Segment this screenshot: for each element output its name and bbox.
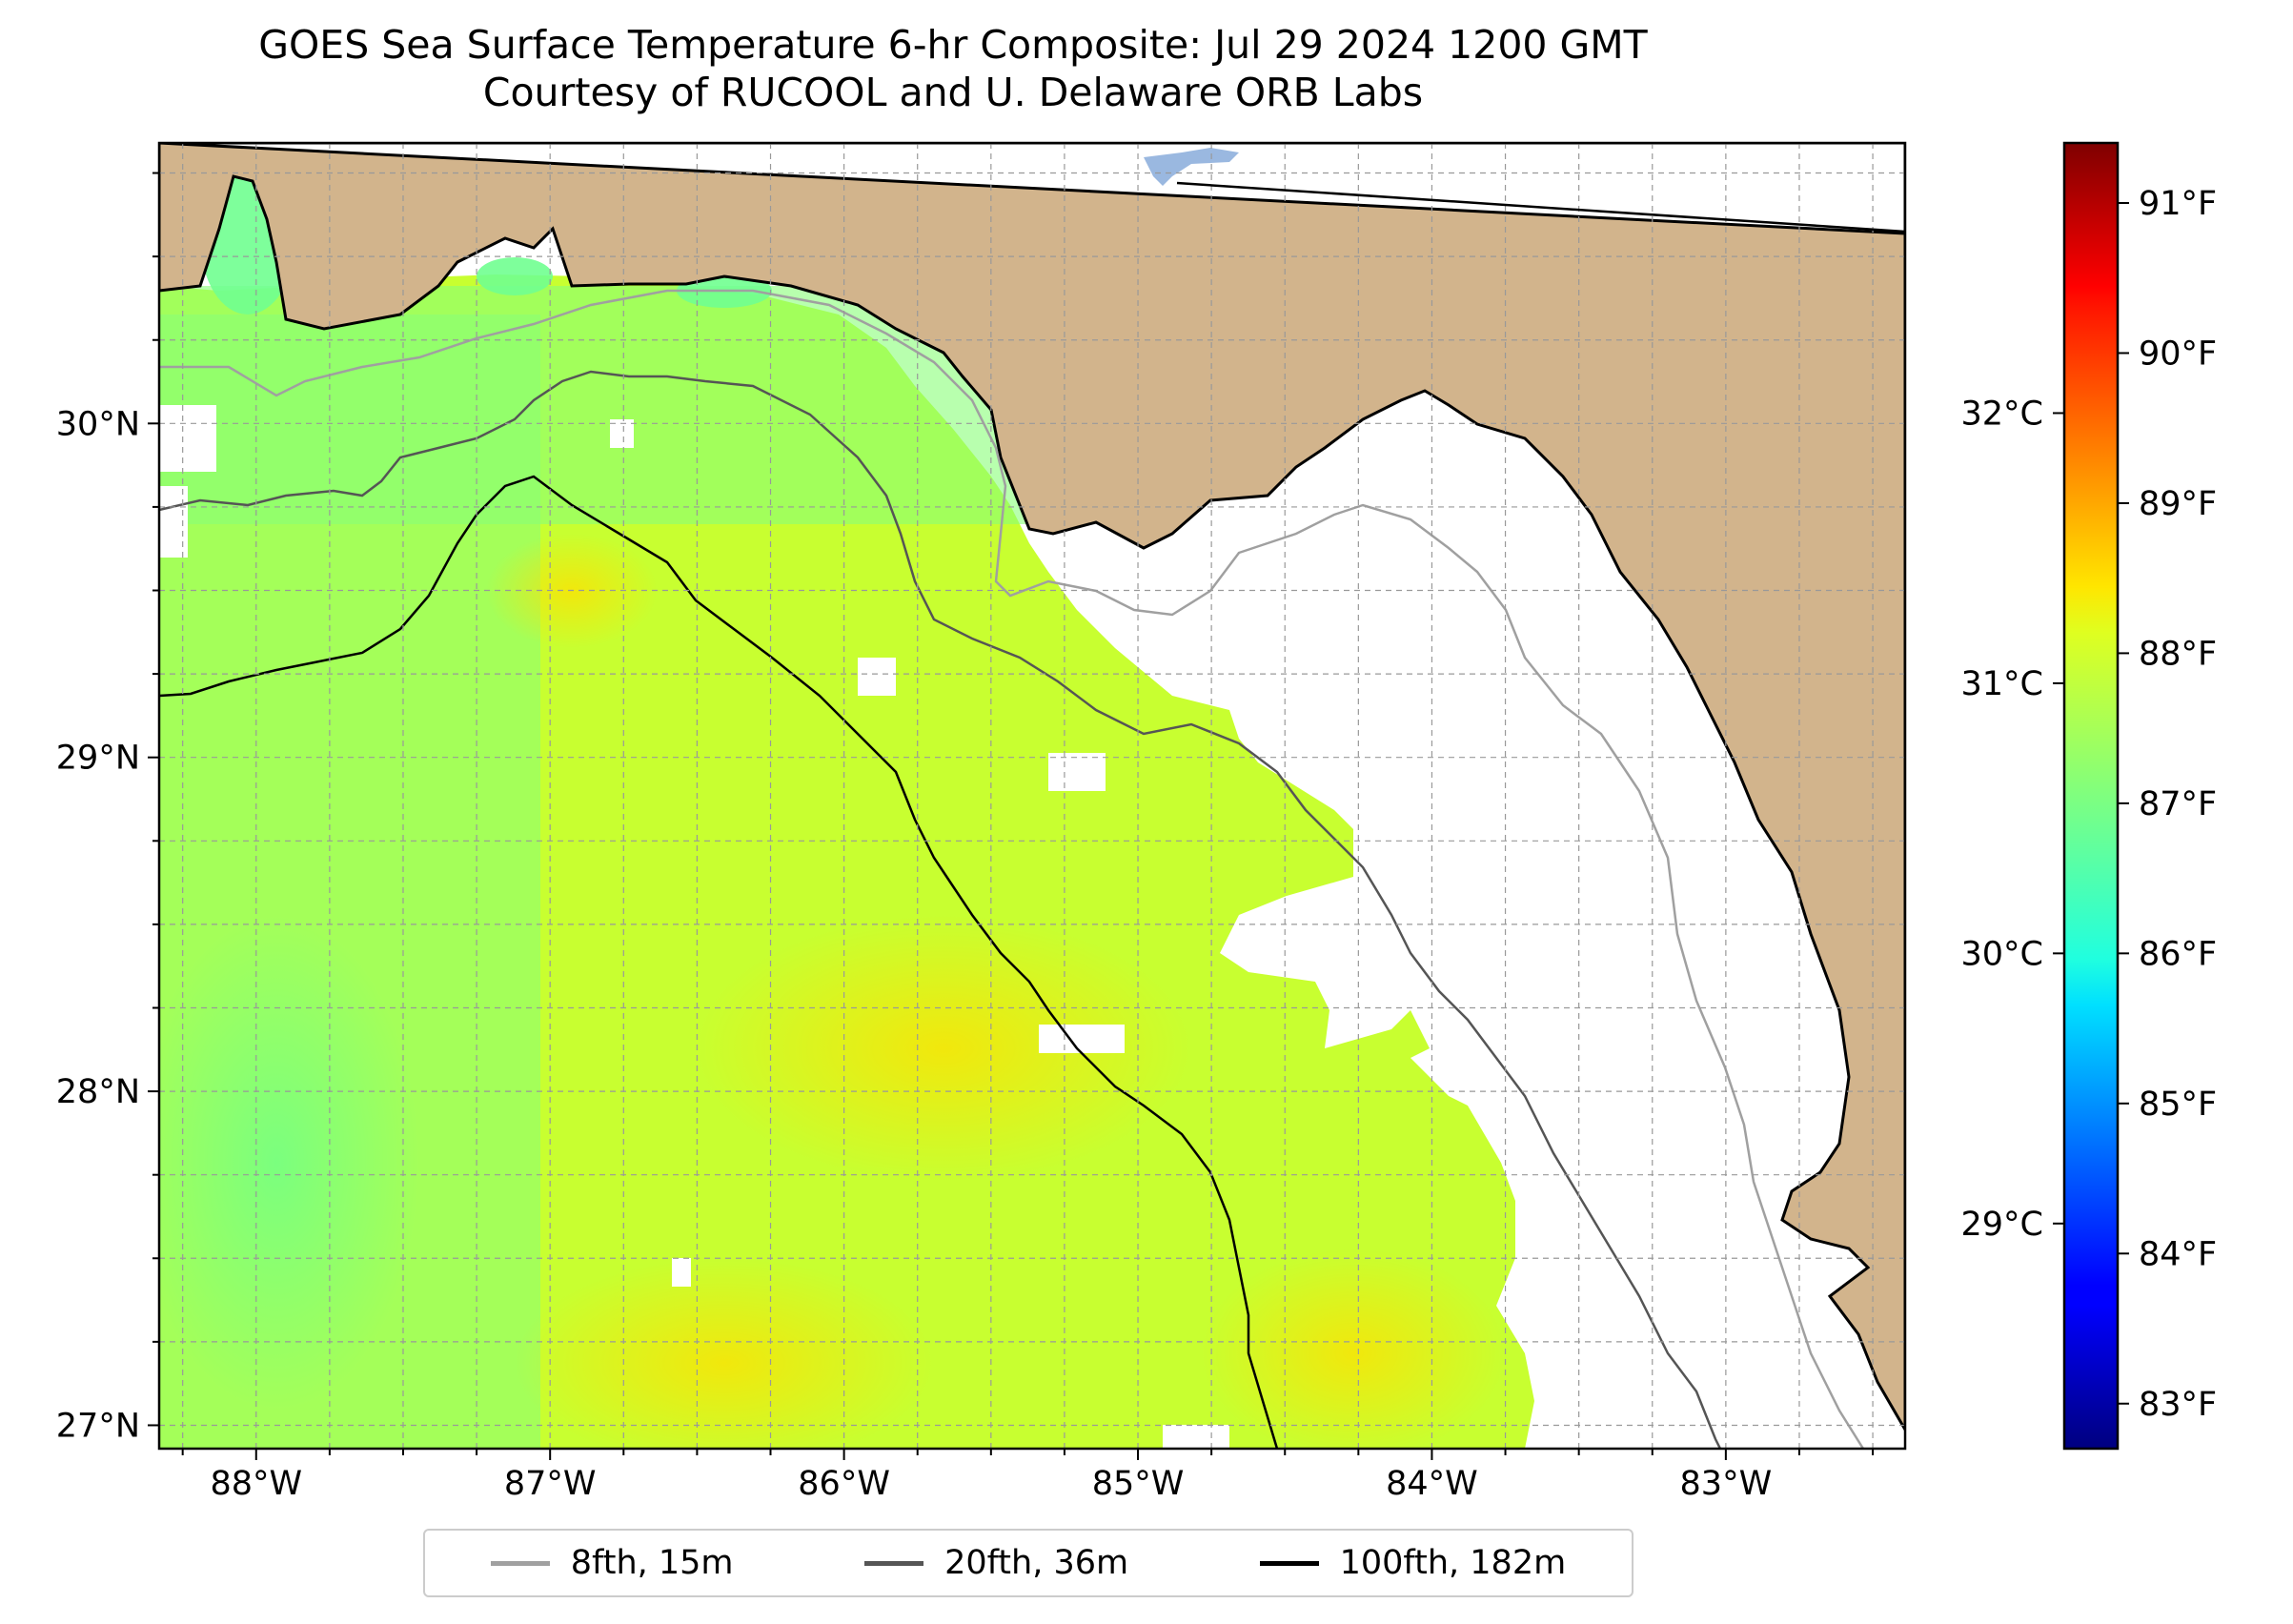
no-data-patch xyxy=(672,1258,691,1287)
no-data-patch xyxy=(858,658,896,696)
colorbar: 83°F 84°F 85°F 86°F 87°F 88°F 89°F 90°F 91°F 29°… xyxy=(1961,141,2217,1451)
colorbar-c-tick-label: 31°C xyxy=(1961,665,2043,703)
colorbar-f-tick-label: 85°F xyxy=(2139,1086,2217,1124)
contour-36m xyxy=(159,370,1722,1449)
colorbar-c-tick-label: 29°C xyxy=(1961,1206,2043,1244)
contour-182m xyxy=(159,475,1279,1449)
lon-tick-label: 86°W xyxy=(798,1465,890,1503)
colorbar-f-tick-label: 87°F xyxy=(2139,785,2217,823)
longitude-axis: 88°W 87°W 86°W 85°W 84°W 83°W xyxy=(181,1449,1875,1503)
lon-tick-label: 84°W xyxy=(1386,1465,1478,1503)
latitude-axis: 27°N 28°N 29°N 30°N xyxy=(56,172,159,1445)
legend-label-15m: 8fth, 15m xyxy=(570,1544,734,1582)
lon-tick-label: 88°W xyxy=(210,1465,302,1503)
state-boundary xyxy=(1176,181,1905,233)
no-data-patch xyxy=(159,486,188,558)
colorbar-f-tick-label: 83°F xyxy=(2139,1386,2217,1424)
colorbar-fahrenheit-ticks: 83°F 84°F 85°F 86°F 87°F 88°F 89°F 90°F 91°F xyxy=(2118,185,2217,1424)
legend-entry-182m: 100fth, 182m xyxy=(1259,1544,1567,1582)
lat-tick-label: 29°N xyxy=(56,740,140,778)
legend-swatch-36m xyxy=(864,1560,924,1566)
colorbar-f-tick-label: 84°F xyxy=(2139,1235,2217,1273)
sst-warm-patch xyxy=(1201,1248,1506,1449)
legend-swatch-182m xyxy=(1259,1560,1319,1566)
sst-warm-patch xyxy=(515,1258,934,1449)
lat-tick-label: 30°N xyxy=(56,405,140,443)
title-line-2: Courtesy of RUCOOL and U. Delaware ORB L… xyxy=(482,70,1424,115)
colorbar-c-tick-label: 30°C xyxy=(1961,935,2043,973)
sst-warm-patch xyxy=(696,915,1191,1182)
colorbar-f-tick-label: 91°F xyxy=(2139,185,2217,223)
colorbar-f-tick-label: 86°F xyxy=(2139,935,2217,973)
legend-label-182m: 100fth, 182m xyxy=(1339,1544,1567,1582)
sst-cool-patch xyxy=(477,257,553,295)
lat-tick-label: 27°N xyxy=(56,1407,140,1445)
colorbar-f-tick-label: 90°F xyxy=(2139,335,2217,373)
map-area xyxy=(159,143,1905,1449)
no-data-patch xyxy=(610,419,634,448)
map-frame xyxy=(157,141,1907,1451)
gridlines xyxy=(159,143,1905,1449)
lon-tick-label: 83°W xyxy=(1680,1465,1773,1503)
contour-legend: 8fth, 15m 20fth, 36m 100fth, 182m xyxy=(423,1529,1634,1597)
no-data-patch xyxy=(1039,1025,1125,1053)
land-north-coast xyxy=(159,143,1905,1432)
legend-label-36m: 20fth, 36m xyxy=(944,1544,1129,1582)
colorbar-f-tick-label: 88°F xyxy=(2139,635,2217,673)
inland-lake xyxy=(1144,148,1239,186)
contour-15m xyxy=(159,289,1865,1449)
no-data-patch xyxy=(1048,753,1106,791)
colorbar-f-tick-label: 89°F xyxy=(2139,485,2217,523)
legend-swatch-15m xyxy=(490,1560,550,1566)
lon-tick-label: 85°W xyxy=(1092,1465,1185,1503)
figure-title: GOES Sea Surface Temperature 6-hr Compos… xyxy=(0,21,1906,116)
no-data-patch xyxy=(1163,1425,1229,1449)
no-data-patch xyxy=(159,405,216,472)
colorbar-c-tick-label: 32°C xyxy=(1961,395,2043,433)
colorbar-gradient xyxy=(2062,141,2120,1451)
lat-tick-label: 28°N xyxy=(56,1073,140,1111)
colorbar-celsius-ticks: 29°C 30°C 31°C 32°C xyxy=(1961,395,2064,1244)
lon-tick-label: 87°W xyxy=(504,1465,597,1503)
title-line-1: GOES Sea Surface Temperature 6-hr Compos… xyxy=(258,22,1648,68)
legend-entry-15m: 8fth, 15m xyxy=(490,1544,734,1582)
sst-cool-patch xyxy=(159,915,419,1411)
legend-entry-36m: 20fth, 36m xyxy=(864,1544,1128,1582)
